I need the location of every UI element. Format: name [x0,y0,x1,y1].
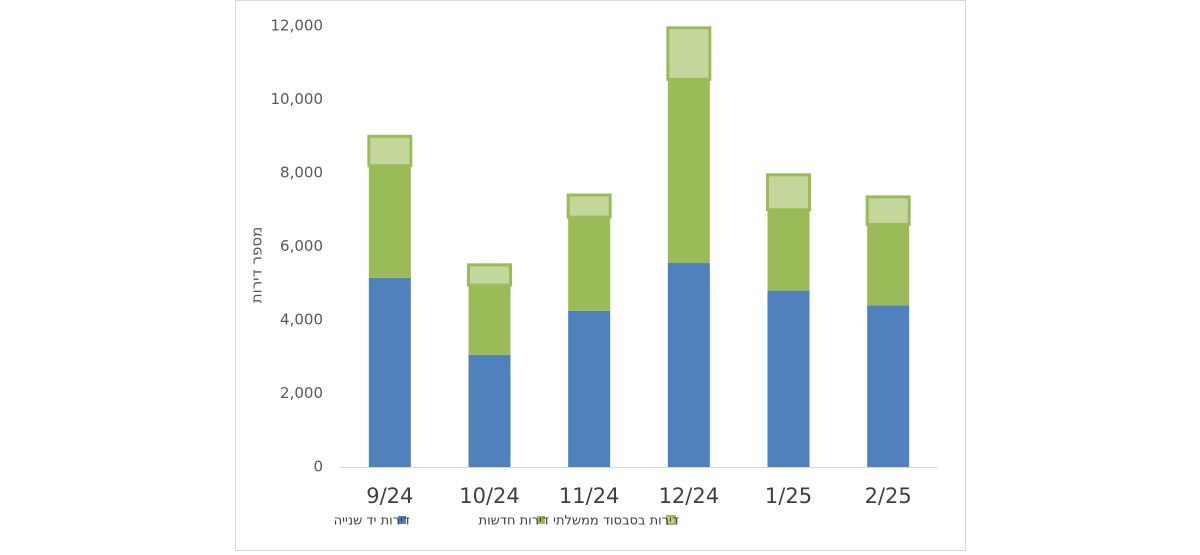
bar-segment [468,285,511,355]
y-tick-label: 0 [313,458,323,476]
y-tick-label: 6,000 [280,237,323,255]
bar-segment [666,26,712,81]
y-tick-label: 2,000 [280,384,323,402]
bar-segment [568,217,611,311]
bar-segment [568,310,611,467]
y-axis-label: מספר דירות [248,227,266,303]
bar-segment [667,263,710,467]
bar-segment [467,263,512,287]
bar-segment [767,290,810,467]
y-tick-label: 4,000 [280,311,323,329]
x-tick-label: 11/24 [559,484,620,508]
legend-swatch [398,516,406,524]
x-tick-label: 12/24 [659,484,720,508]
bar-segment [368,277,411,467]
x-tick-label: 9/24 [366,484,413,508]
legend-swatch [537,516,545,524]
legend-label: דירות בסבסוד ממשלתי [553,514,679,529]
y-tick-label: 8,000 [280,164,323,182]
y-tick-label: 12,000 [271,17,324,35]
x-tick-label: 10/24 [459,484,520,508]
bar-segment [767,209,810,291]
y-tick-label: 10,000 [271,90,324,108]
bar-segment [667,79,710,264]
x-tick-label: 2/25 [865,484,912,508]
bar-segment [368,165,411,278]
bar-segment [566,193,612,219]
x-tick-label: 1/25 [765,484,812,508]
legend-label: דירות חדשות [479,514,549,529]
bar-segment [367,134,413,168]
bar-segment [766,173,811,212]
bar-segment [865,195,911,226]
bar-segment [867,224,910,306]
legend-swatch [666,515,676,525]
legend-label: דירות יד שנייה [334,514,410,529]
bar-segment [468,354,511,467]
bar-segment [867,305,910,467]
